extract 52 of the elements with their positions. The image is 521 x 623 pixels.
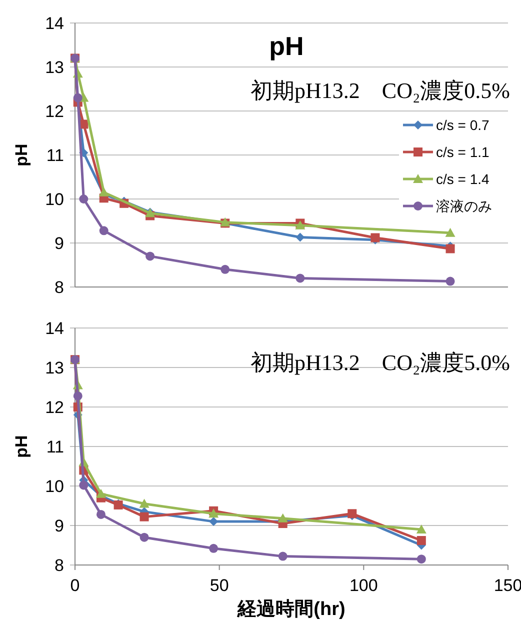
point	[79, 194, 88, 204]
point	[446, 276, 455, 286]
y-tick-label: 11	[46, 438, 64, 456]
y-tick-label: 13	[45, 358, 64, 378]
x-tick-label: 50	[210, 576, 229, 595]
y-tick-label: 12	[45, 102, 64, 121]
point	[296, 232, 305, 242]
legend-label: 溶液のみ	[436, 198, 492, 214]
y-tick-label: 9	[54, 234, 64, 253]
point	[96, 488, 106, 498]
point	[140, 532, 149, 542]
chart-title: pH	[269, 31, 304, 61]
annotation: 初期pH13.2 CO₂濃度0.5%	[250, 78, 510, 103]
point	[416, 536, 426, 546]
y-tick-label: 13	[45, 58, 64, 77]
y-tick-label: 12	[45, 398, 64, 417]
point	[278, 513, 288, 522]
point	[139, 498, 150, 508]
y-tick-label: 10	[45, 477, 64, 496]
legend-label: c/s = 0.7	[436, 117, 490, 133]
point	[446, 244, 455, 254]
legend-label: c/s = 1.1	[436, 144, 490, 160]
point	[98, 187, 109, 196]
point	[208, 508, 219, 518]
x-axis-title: 経過時間(hr)	[236, 598, 346, 620]
point	[96, 510, 106, 519]
point	[416, 554, 426, 564]
x-tick-label: 100	[349, 576, 378, 595]
point	[445, 228, 456, 237]
point	[73, 93, 82, 102]
point	[278, 552, 288, 561]
y-tick-label: 8	[54, 278, 64, 297]
y-tick-label: 10	[45, 190, 64, 209]
point	[79, 480, 88, 490]
point	[73, 391, 82, 400]
point	[416, 524, 426, 534]
y-tick-label: 14	[45, 319, 64, 338]
point	[220, 264, 230, 274]
y-tick-label: 8	[54, 556, 64, 575]
point	[140, 512, 149, 522]
legend-label: c/s = 1.4	[436, 171, 490, 187]
annotation: 初期pH13.2 CO₂濃度5.0%	[250, 350, 510, 375]
point	[296, 274, 305, 283]
y-tick-label: 9	[54, 516, 64, 536]
y-tick-label: 11	[46, 146, 64, 165]
point	[209, 544, 218, 553]
point	[99, 226, 108, 236]
y-axis-title: pH	[12, 435, 31, 458]
y-axis-title: pH	[12, 144, 31, 166]
x-tick-label: 0	[70, 576, 80, 595]
point	[146, 252, 155, 261]
y-tick-label: 14	[45, 14, 64, 33]
